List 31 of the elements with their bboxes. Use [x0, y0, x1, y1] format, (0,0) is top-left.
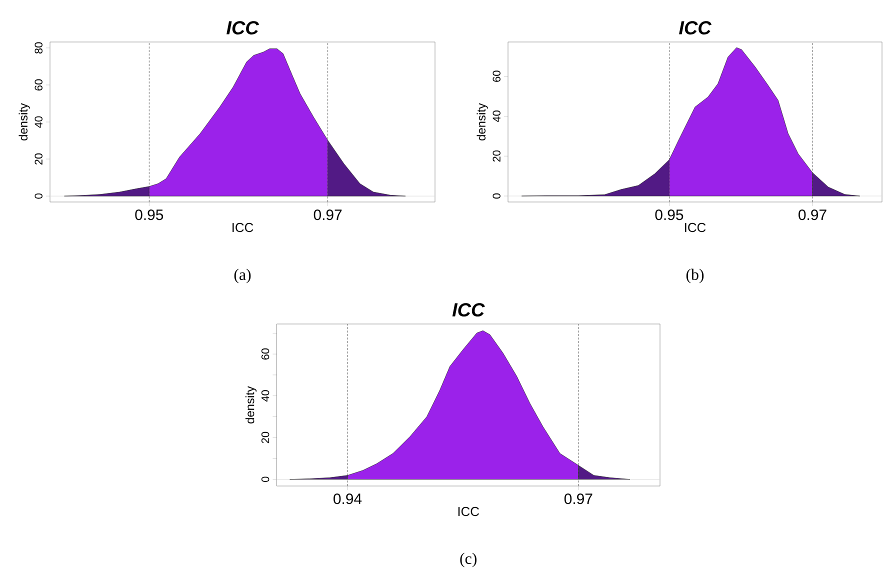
y-tick-label: 0 — [34, 193, 42, 199]
y-tick-label: 40 — [261, 390, 270, 402]
x-axis-title: ICC — [685, 222, 706, 232]
text: (b) — [686, 268, 704, 284]
y-axis-title: density — [476, 103, 488, 140]
chart-title: ICC — [452, 303, 485, 316]
y-tick-label: 60 — [34, 79, 42, 90]
y-tick-label: 20 — [492, 150, 500, 162]
x-tick-label: 0.97 — [798, 210, 826, 220]
y-tick-label: 40 — [34, 116, 42, 128]
x-tick-label: 0.95 — [655, 210, 684, 220]
chart-title: ICC — [226, 21, 260, 34]
x-tick-label: 0.95 — [135, 210, 164, 220]
y-axis-title: density — [245, 386, 257, 424]
y-tick-label: 0 — [492, 193, 500, 199]
text: (a) — [234, 268, 251, 284]
y-tick-label: 40 — [492, 110, 500, 122]
text: (c) — [460, 552, 477, 568]
x-tick-label: 0.97 — [314, 210, 342, 220]
y-tick-label: 20 — [34, 153, 42, 165]
y-tick-label: 80 — [34, 42, 42, 54]
y-axis-title: density — [18, 103, 30, 140]
y-tick-label: 60 — [261, 348, 270, 360]
y-tick-label: 0 — [261, 476, 270, 482]
y-tick-label: 20 — [261, 432, 270, 444]
x-tick-label: 0.97 — [564, 494, 592, 504]
y-tick-label: 60 — [492, 70, 500, 82]
x-tick-label: 0.94 — [334, 494, 362, 504]
x-axis-title: ICC — [458, 506, 480, 516]
chart-title: ICC — [679, 21, 712, 34]
x-axis-title: ICC — [232, 222, 254, 232]
